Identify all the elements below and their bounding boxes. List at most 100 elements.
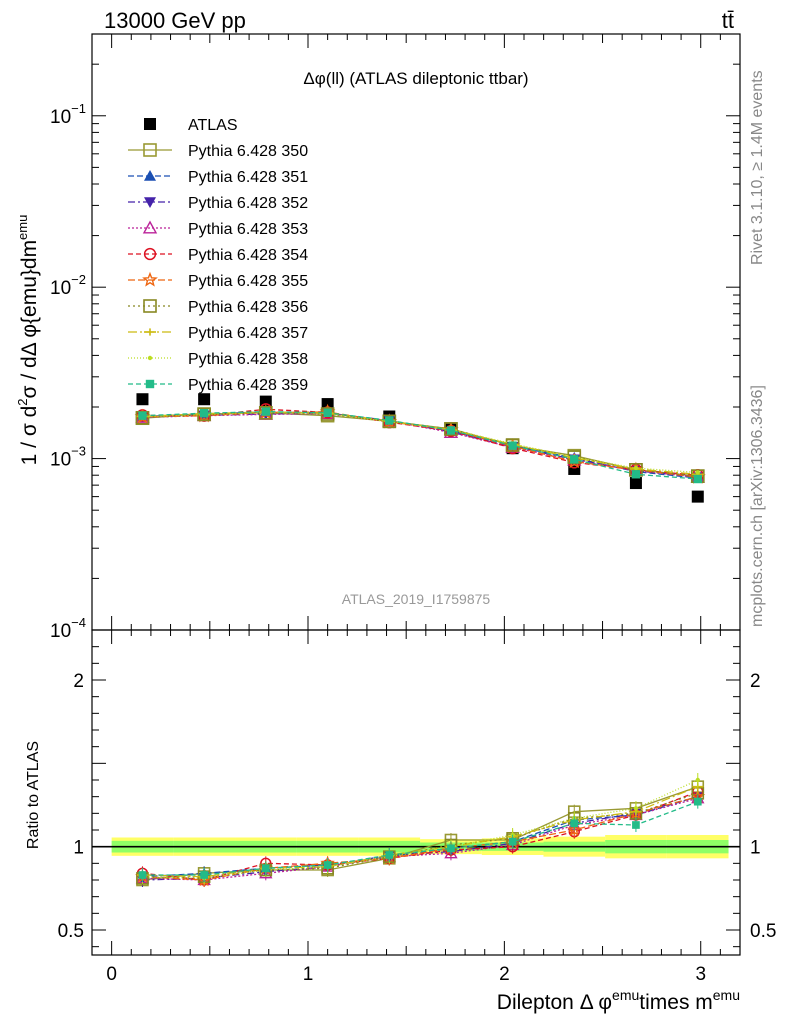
legend-entry: Pythia 6.428 351 (128, 169, 308, 186)
main-series-2 (136, 405, 704, 483)
ratio-series-line (142, 786, 699, 878)
legend-marker (143, 143, 157, 157)
main-data-point (385, 416, 394, 425)
ratio-y-tick-label-left: 1 (73, 838, 84, 859)
main-axis-ticks (91, 34, 741, 631)
ratio-y-axis-label: Ratio to ATLAS (25, 741, 42, 849)
rivet-version-label: Rivet 3.1.10, ≥ 1.4M events (749, 70, 766, 265)
ratio-series-line (142, 801, 699, 876)
main-data-point (508, 441, 517, 450)
main-y-tick-label: 10−3 (50, 444, 86, 471)
main-y-tick-labels: 10−3 10−2 10−1 10−4 (50, 101, 86, 642)
ratio-y-tick-label-left: 0.5 (58, 921, 84, 942)
legend-entry: Pythia 6.428 355 (128, 271, 308, 290)
main-y-axis-label-group: 1 / σ d2σ / dΔ φ{emu}dmemu (15, 215, 41, 466)
legend-entry: Pythia 6.428 358 (128, 351, 308, 368)
x-tick-label: 2 (499, 964, 510, 985)
ratio-y-tick-label-left: 2 (73, 671, 84, 692)
main-series-line (142, 411, 698, 478)
legend-marker (144, 197, 156, 208)
main-data-point (136, 393, 149, 406)
ratio-y-tick-label-right: 1 (750, 838, 761, 859)
legend-label: Pythia 6.428 356 (188, 299, 308, 316)
main-series-line (142, 412, 698, 478)
legend-label: Pythia 6.428 353 (188, 221, 308, 238)
main-data-point (138, 411, 147, 420)
main-series-10 (138, 407, 702, 484)
legend-label: Pythia 6.428 350 (188, 143, 308, 160)
main-y-axis-label: 1 / σ d2σ / dΔ φ{emu}dmemu (15, 215, 41, 466)
legend-marker (143, 299, 157, 313)
legend-marker (142, 271, 158, 287)
main-series-0 (136, 393, 704, 503)
ratio-y-tick-label-right: 2 (750, 671, 761, 692)
legend-label: Pythia 6.428 352 (188, 195, 308, 212)
main-data-point (566, 453, 583, 469)
ratio-series-line (142, 791, 699, 881)
ratio-plot-frame (91, 629, 741, 956)
main-data-point (198, 393, 211, 406)
ratio-series-line (142, 779, 699, 879)
main-y-tick-label: 10−2 (50, 272, 86, 299)
ratio-data-point (261, 864, 270, 873)
legend-label: Pythia 6.428 358 (188, 351, 308, 368)
ratio-series-line (142, 797, 698, 881)
legend-marker (145, 379, 155, 389)
main-series-3 (136, 408, 704, 484)
legend-marker (147, 355, 153, 361)
legend-entry: Pythia 6.428 359 (128, 377, 308, 394)
legend-label: ATLAS (188, 117, 238, 134)
ratio-series-line (142, 796, 698, 881)
ratio-data-point (200, 871, 208, 879)
legend-label: Pythia 6.428 359 (188, 377, 308, 394)
ratio-data-point (323, 861, 332, 869)
x-tick-label: 3 (695, 964, 706, 985)
ratio-series-0 (136, 779, 705, 887)
ratio-data-point (508, 837, 517, 846)
ratio-data-point (695, 777, 700, 783)
legend-label: Pythia 6.428 357 (188, 325, 308, 342)
main-series-line (142, 410, 698, 480)
legend-marker (144, 118, 156, 130)
ratio-data-point (447, 844, 455, 853)
ratio-data-point (633, 806, 639, 811)
ratio-x-tick-labels: 0 1 2 3 (106, 964, 706, 985)
main-y-tick-label: 10−1 (50, 101, 86, 128)
legend: ATLAS Pythia 6.428 350 Pythia 6.428 351 Pyt… (128, 117, 308, 394)
main-data-point (631, 470, 641, 479)
ratio-series-line (142, 796, 698, 878)
ratio-data-point (693, 797, 702, 806)
main-plot-title: Δφ(ll) (ATLAS dileptonic ttbar) (303, 69, 528, 88)
legend-entry: Pythia 6.428 350 (128, 143, 308, 160)
ratio-data-point (138, 871, 147, 879)
main-series-line (142, 411, 698, 474)
ratio-data-point (566, 822, 582, 837)
main-data-point (261, 407, 270, 416)
main-data-point (691, 490, 704, 503)
legend-marker (142, 220, 158, 234)
main-data-point (570, 455, 579, 464)
main-data-point (199, 409, 209, 418)
ratio-data-point (632, 821, 640, 829)
main-series-group (134, 393, 706, 503)
ratio-series-9 (138, 794, 702, 882)
ratio-y-tick-labels: 0.5 0.5 1 1 2 2 (58, 671, 777, 942)
main-series-line (142, 411, 698, 475)
legend-entry: Pythia 6.428 357 (128, 325, 308, 342)
x-tick-label: 1 (303, 964, 314, 985)
ratio-series-7 (136, 779, 704, 884)
ratio-data-point (385, 851, 394, 859)
legend-marker (144, 328, 156, 336)
x-axis-label: Dilepton Δ φemutimes memu (497, 987, 740, 1014)
legend-entry: Pythia 6.428 353 (128, 220, 308, 238)
legend-entry: ATLAS (144, 117, 238, 134)
mcplots-label: mcplots.cern.ch [arXiv:1306.3436] (749, 385, 766, 627)
legend-label: Pythia 6.428 354 (188, 247, 308, 264)
legend-entry: Pythia 6.428 354 (128, 247, 308, 264)
legend-label: Pythia 6.428 351 (188, 169, 308, 186)
header-left-label: 13000 GeV pp (104, 8, 246, 33)
ratio-data-point (570, 819, 579, 828)
main-data-point (633, 465, 639, 471)
ratio-series-line (142, 786, 699, 881)
